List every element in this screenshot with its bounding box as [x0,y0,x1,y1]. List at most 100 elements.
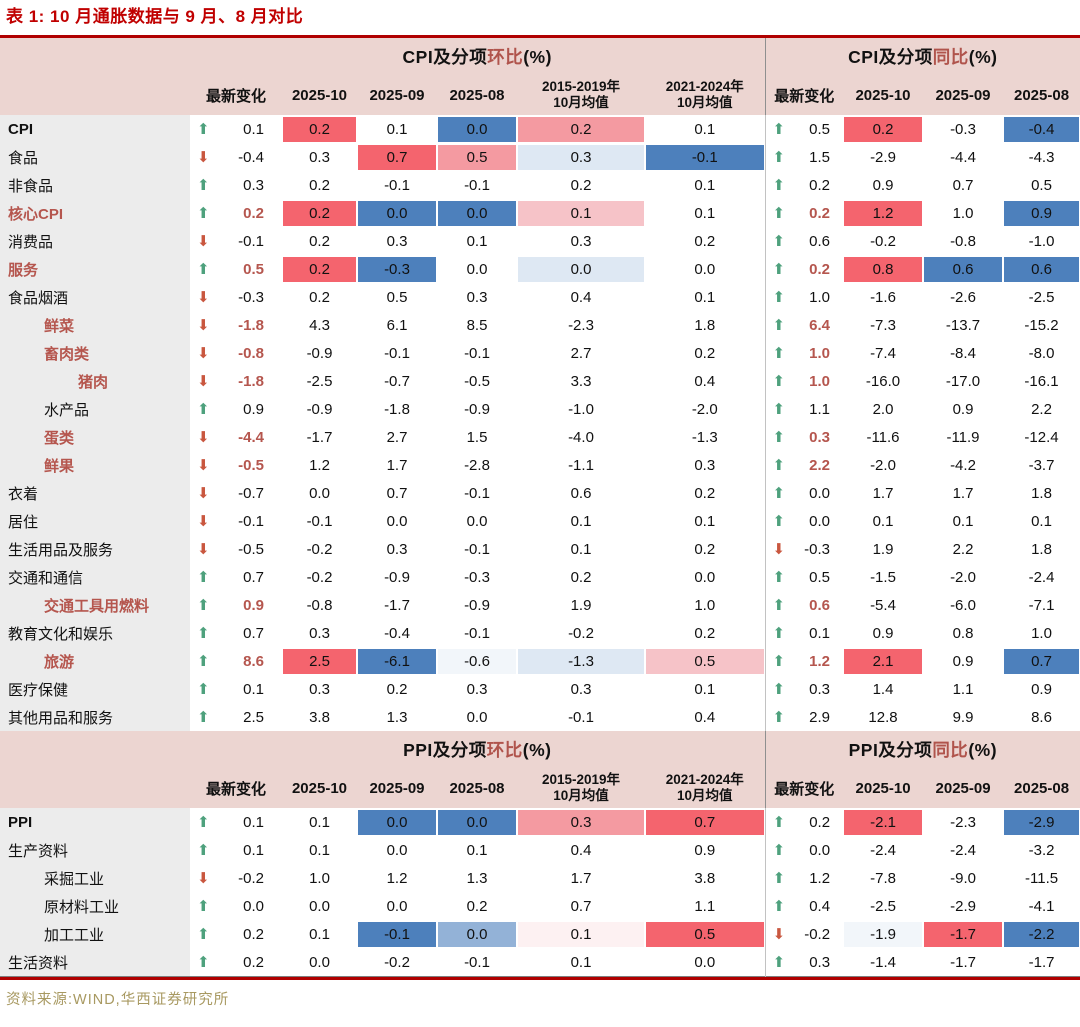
heatmap-value: -0.1 [358,921,436,947]
up-arrow-icon: ⬆ [772,652,786,670]
heatmap-value: 0.1 [694,680,716,698]
heatmap-value: -0.7 [384,372,410,390]
heatmap-value: 0.3 [386,540,408,558]
latest-change-value: -0.5 [238,540,264,558]
value-cell: 0.0 [437,507,517,535]
value-cell: -1.6 [843,283,923,311]
heatmap-value: 0.0 [694,260,716,278]
value-cell: 0.1 [645,675,765,703]
heatmap-value: -0.1 [464,624,490,642]
latest-change-cell: ⬆ 1.2 [764,864,844,893]
latest-change-cell: ⬆ 1.0 [764,283,843,312]
value-cell: 1.7 [923,479,1003,507]
value-cell: 0.1 [843,507,923,535]
value-cell: -4.4 [923,143,1003,171]
heatmap-value: -2.0 [691,400,718,418]
value-cell: -1.3 [645,423,765,451]
up-arrow-icon: ⬆ [772,344,786,362]
value-cell: -0.1 [437,948,517,977]
heatmap-value: -2.9 [950,897,976,915]
heatmap-value: -0.1 [464,540,490,558]
table-row: 旅游 ⬆ 8.6 2.5 -6.1 -0.6 -1.3 0.5 ⬆ 1.2 2.1 0.9 0.7 [0,647,1080,676]
heatmap-value: 0.2 [694,484,716,502]
heatmap-value: 0.1 [309,813,330,831]
heatmap-value: -0.5 [464,372,490,390]
value-cell: -2.9 [1003,808,1080,836]
table-row: 服务 ⬆ 0.5 0.2 -0.3 0.0 0.0 0.0 ⬆ 0.2 0.8 0.6 0.6 [0,255,1080,284]
value-cell: 0.9 [645,836,765,864]
latest-change-cell: ⬆ 0.4 [764,892,844,921]
up-arrow-icon: ⬆ [772,204,786,222]
up-arrow-icon: ⬆ [772,456,786,474]
heatmap-value: 0.0 [438,116,516,142]
value-cell: 3.3 [517,367,645,395]
value-cell: -0.2 [282,563,357,591]
heatmap-value: 1.3 [386,708,408,726]
value-cell: -0.4 [1003,115,1080,143]
row-label: 交通工具用燃料 [0,591,190,620]
heatmap-value: 2.2 [952,540,974,558]
heatmap-value: -2.9 [1004,809,1080,835]
value-cell: 0.4 [645,367,765,395]
value-cell: 0.1 [923,507,1003,535]
value-cell: 0.3 [282,143,357,171]
latest-change-value: 0.1 [243,120,264,138]
heatmap-value: 0.3 [694,456,716,474]
value-cell: 0.9 [843,619,923,647]
heatmap-value: 0.0 [694,568,716,586]
latest-change-value: 0.0 [809,484,830,502]
col-header-month: 2025-09 [357,768,437,809]
table-row: 教育文化和娱乐 ⬆ 0.7 0.3 -0.4 -0.1 -0.2 0.2 ⬆ 0.1 0.9 0.8 1… [0,619,1080,648]
table-row: PPI ⬆ 0.1 0.1 0.0 0.0 0.3 0.7 ⬆ 0.2 -2.1 -2.3 -2.9 [0,808,1080,837]
heatmap-value: 1.7 [872,484,894,502]
down-arrow-icon: ⬇ [197,456,210,474]
row-label: 鲜果 [0,451,190,480]
value-cell: 1.1 [923,675,1003,703]
latest-change-cell: ⬆ 0.1 [764,619,843,648]
value-cell: 0.0 [645,563,765,591]
heatmap-value: 0.7 [1004,648,1080,674]
cpi-column-header-row: 最新变化 2025-10 2025-09 2025-08 2015-2019年 10月均值… [0,75,1080,116]
value-cell: 0.3 [517,143,645,171]
value-cell: 1.4 [843,675,923,703]
latest-change-cell: ⬆ 2.5 [190,703,282,731]
up-arrow-icon: ⬆ [772,680,786,698]
heatmap-value: 2.1 [844,648,922,674]
value-cell: 0.0 [357,507,437,535]
value-cell: -2.8 [437,451,517,479]
value-cell: -0.9 [437,591,517,619]
heatmap-value: -2.3 [950,813,976,831]
heatmap-value: 0.0 [438,200,516,226]
value-cell: 0.5 [645,647,765,675]
heatmap-value: -0.4 [1004,116,1080,142]
heatmap-value: 1.2 [844,200,922,226]
heatmap-value: -2.3 [568,316,594,334]
table-row: 其他用品和服务 ⬆ 2.5 3.8 1.3 0.0 -0.1 0.4 ⬆ 2.9 12.8 9.9 8.… [0,703,1080,732]
row-label: 采掘工业 [0,864,190,893]
ppi-table: PPI及分项环比(%) PPI及分项同比(%) 最新变化 2025-10 2025-09… [0,731,1080,978]
latest-change-cell: ⬇ -0.5 [190,535,282,563]
heatmap-value: 0.2 [694,624,716,642]
heatmap-value: 2.5 [283,648,356,674]
heatmap-value: -6.1 [358,648,436,674]
heatmap-value: 0.7 [358,144,436,170]
heatmap-value: -0.4 [384,624,410,642]
down-arrow-icon: ⬇ [197,540,210,558]
up-arrow-icon: ⬆ [197,568,210,586]
down-arrow-icon: ⬇ [197,148,210,166]
heatmap-value: -0.8 [950,232,976,250]
value-cell: 0.3 [645,451,765,479]
row-label: 畜肉类 [0,339,190,368]
value-cell: 0.2 [282,171,357,199]
value-cell: -12.4 [1003,423,1080,451]
heatmap-value: 0.9 [872,176,894,194]
table-row: 畜肉类 ⬇ -0.8 -0.9 -0.1 -0.1 2.7 0.2 ⬆ 1.0 -7.4 -8.4 -8… [0,339,1080,368]
value-cell: 8.5 [437,311,517,339]
section-title-prefix: CPI及分项 [848,47,933,68]
down-arrow-icon: ⬇ [197,512,210,530]
heatmap-value: 0.6 [1004,256,1080,282]
value-cell: -1.7 [923,948,1003,977]
table-row: 生活用品及服务 ⬇ -0.5 -0.2 0.3 -0.1 0.1 0.2 ⬇ -0.3 1.9 2.2… [0,535,1080,564]
latest-change-value: 1.0 [809,344,830,362]
value-cell: 2.0 [843,395,923,423]
